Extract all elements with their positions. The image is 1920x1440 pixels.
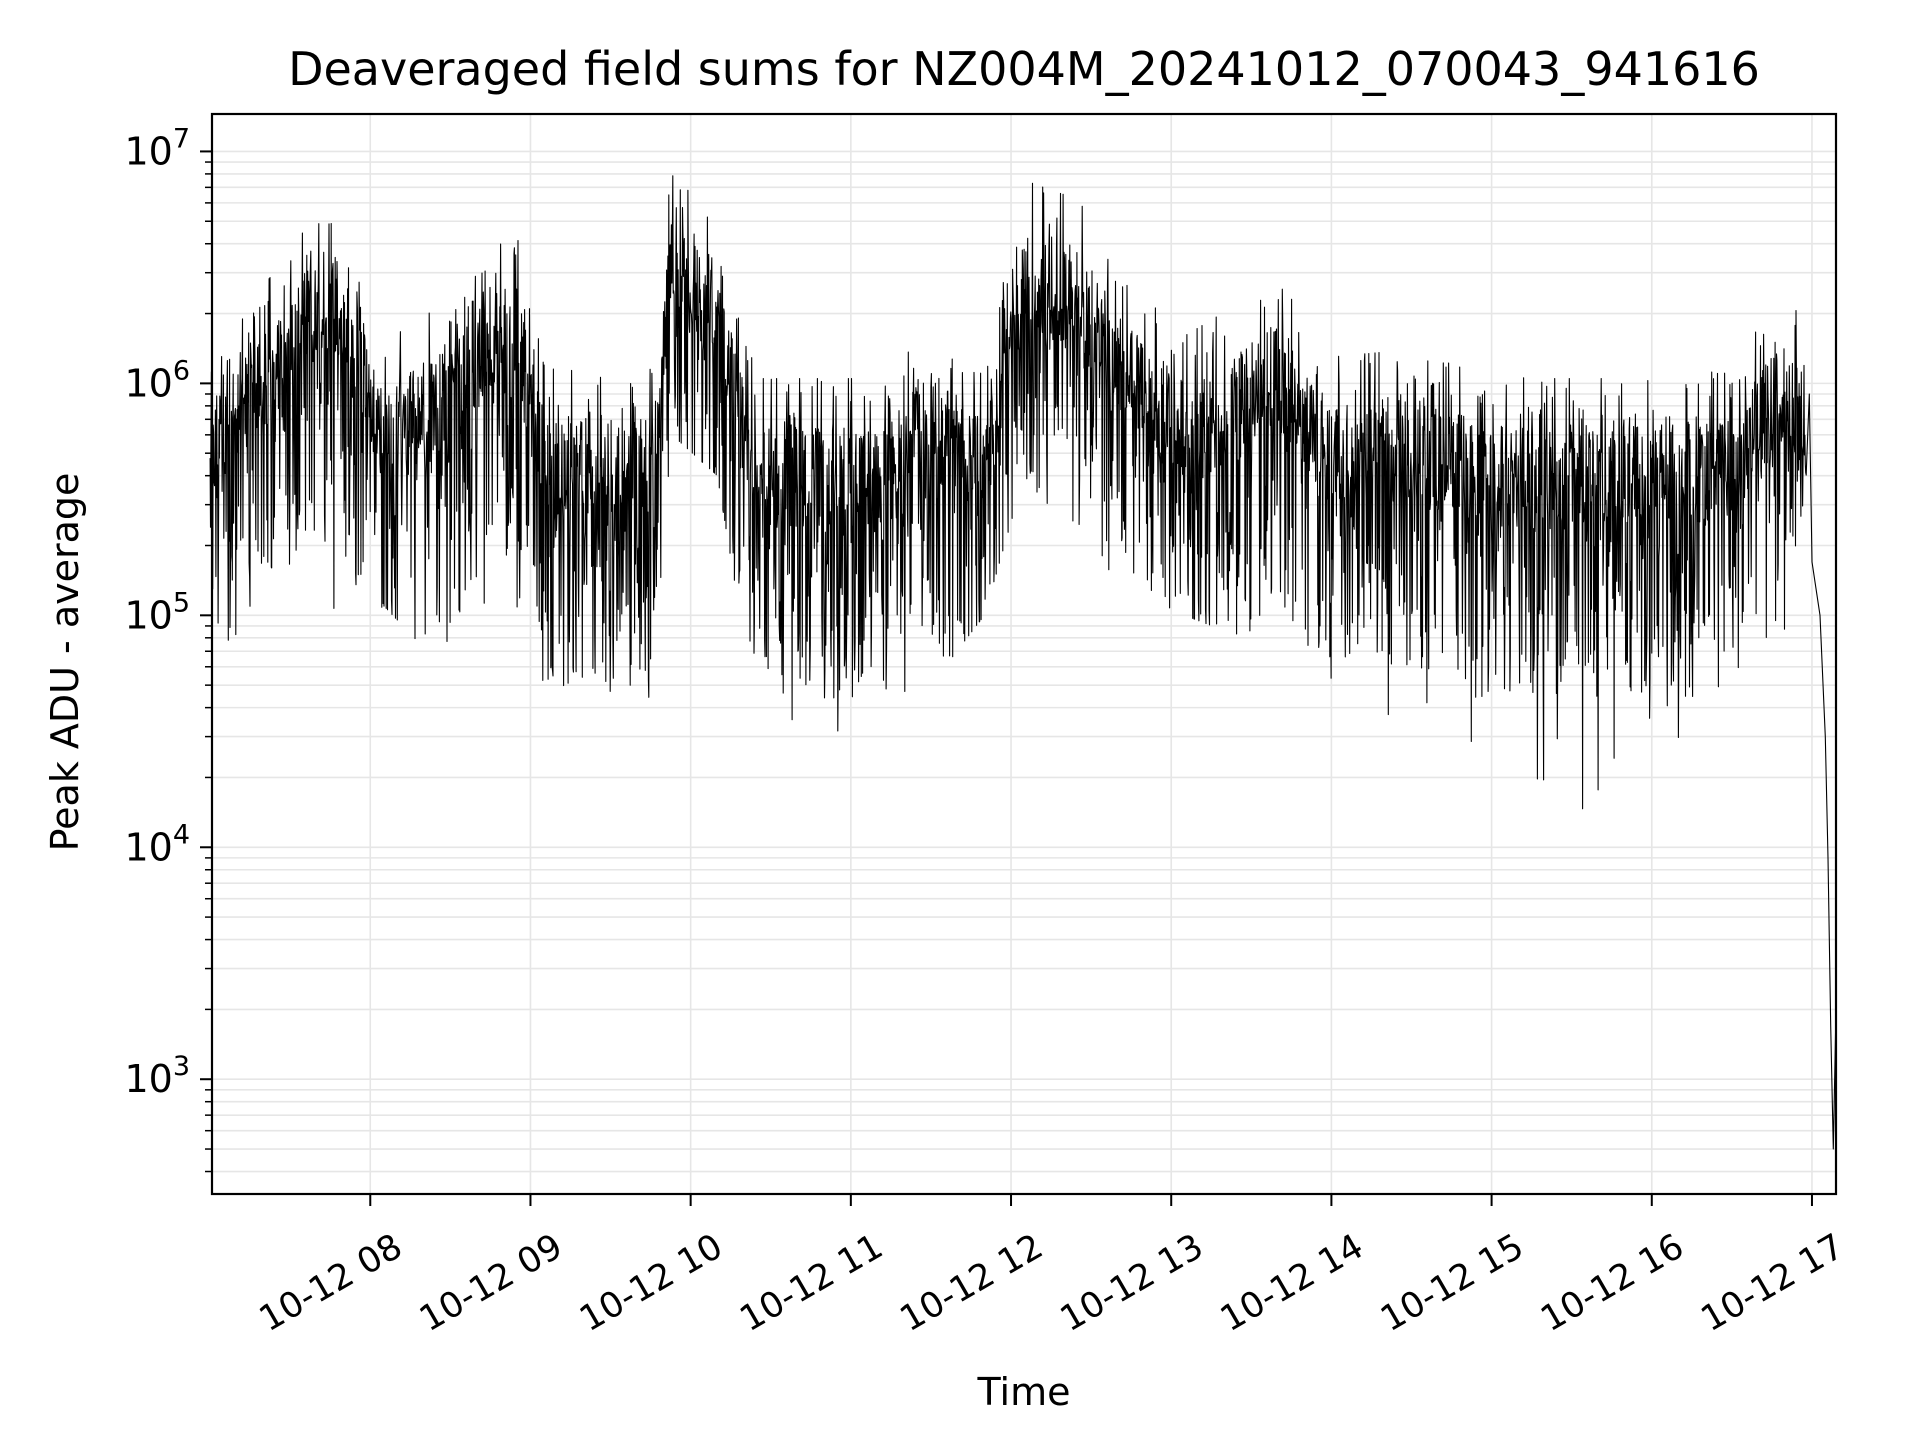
y-tick-label: 105 [124,587,190,637]
series-layer [209,175,1837,1150]
x-tick-label: 10-12 15 [1374,1227,1530,1340]
y-tick-label: 104 [124,819,190,869]
axes-frame [210,112,1838,1196]
x-tick-label: 10-12 08 [253,1227,409,1340]
x-tick-label: 10-12 17 [1695,1227,1851,1340]
y-axis-label: Peak ADU - average [43,473,87,852]
x-tick-label: 10-12 09 [413,1227,569,1340]
x-tick-label: 10-12 16 [1534,1227,1690,1340]
x-tick-label: 10-12 11 [733,1227,889,1340]
y-tick-label: 103 [124,1051,190,1101]
x-axis-label: Time [977,1370,1071,1414]
x-tick-label: 10-12 13 [1054,1227,1210,1340]
y-tick-label: 107 [124,123,190,173]
x-tick-label: 10-12 12 [894,1227,1050,1340]
x-axis-ticks: 10-12 08 10-12 09 10-12 10 10-12 11 10-12 12… [253,1194,1851,1340]
y-axis-ticks: 103 104 105 106 107 [124,123,212,1173]
x-tick-label: 10-12 14 [1214,1227,1370,1340]
series-line [209,175,1837,1150]
x-tick-label: 10-12 10 [573,1227,729,1340]
y-tick-label: 106 [124,355,190,405]
chart-title: Deaveraged field sums for NZ004M_2024101… [288,42,1760,96]
